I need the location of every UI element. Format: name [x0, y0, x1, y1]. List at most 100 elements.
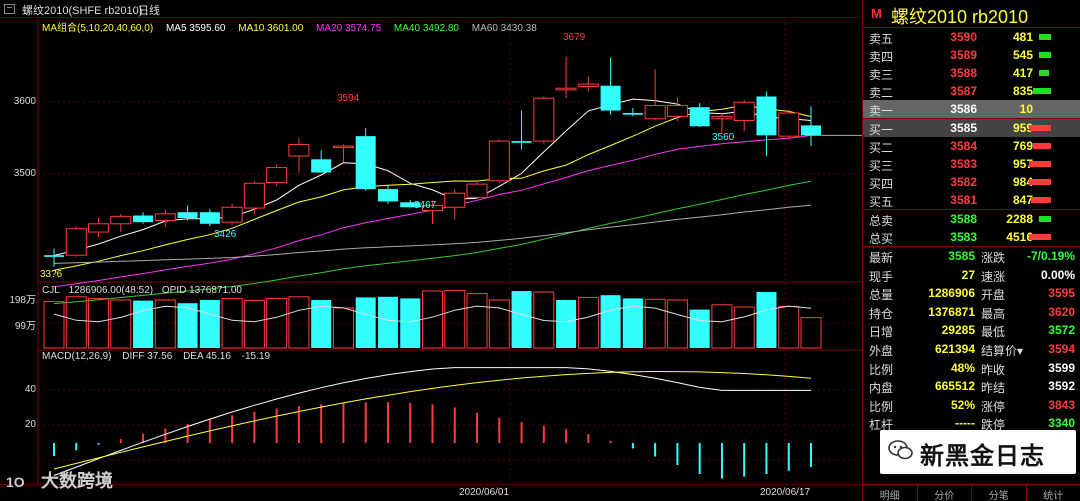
- vol-label[interactable]: CJL: [42, 285, 60, 296]
- bid-qty: 957: [1012, 157, 1033, 171]
- volume-bar: [199, 300, 220, 348]
- tab-detail[interactable]: 明细: [863, 485, 918, 501]
- volume-bar: [756, 292, 777, 348]
- ask-row-5[interactable]: 卖五 3590 481: [863, 28, 1080, 46]
- candle-down: [133, 215, 154, 223]
- bid-label: 买二: [869, 141, 894, 155]
- candle-down: [355, 136, 376, 190]
- volume-bar: [444, 289, 466, 349]
- ask-qty: 417: [1012, 66, 1033, 80]
- quote-row: 杠杆 ----- 跌停 3340: [869, 416, 1075, 433]
- ask-row-3[interactable]: 卖三 3588 417: [863, 64, 1080, 82]
- candle-up: [65, 228, 87, 256]
- macd-tick-40: 40: [24, 384, 36, 395]
- candle-down: [689, 107, 710, 127]
- volume-bar: [377, 296, 398, 348]
- total-bid-row[interactable]: 总买 3583 4516: [863, 228, 1080, 246]
- ask-qty: 10: [1019, 102, 1033, 116]
- volume-legend: CJL 1286906.00(48:52) OPID 1376871.00: [42, 285, 248, 296]
- window-icon[interactable]: [4, 4, 15, 14]
- watermark-left: 1O 大数跨境: [6, 467, 113, 493]
- ma20-label: MA20 3574.75: [316, 23, 382, 34]
- volume-bar: [422, 290, 443, 349]
- price-tick-3600: 3600: [13, 96, 36, 107]
- volume-bar: [778, 305, 800, 349]
- ask-qty-bar: [1039, 34, 1051, 40]
- volume-bar: [355, 297, 376, 348]
- kline-chart[interactable]: [0, 18, 862, 484]
- date-label-2: 2020/06/17: [760, 487, 811, 498]
- bid-qty-bar: [1031, 197, 1051, 203]
- volume-bar: [177, 303, 198, 348]
- dea-line: [53, 370, 812, 470]
- watermark-left-text: 大数跨境: [41, 471, 114, 491]
- ask-label: 卖五: [869, 32, 894, 46]
- ask-qty-bar: [1033, 88, 1051, 94]
- bid-row-1[interactable]: 买一 3585 959: [863, 119, 1080, 137]
- period-label[interactable]: 日线: [138, 5, 160, 17]
- quote-row: 日增 29285 最低 3572: [869, 323, 1075, 340]
- candle-up: [733, 101, 755, 121]
- total-ask-row[interactable]: 总卖 3588 2288: [863, 210, 1080, 228]
- bid-row-5[interactable]: 买五 3581 847: [863, 191, 1080, 209]
- bid-qty: 847: [1012, 193, 1033, 207]
- volume-bar: [266, 297, 288, 349]
- ma40-label: MA40 3492.80: [393, 23, 459, 34]
- candle-down: [801, 125, 821, 136]
- ma5-label: MA5 3595.60: [165, 23, 226, 34]
- total-label: 总买: [869, 232, 894, 246]
- chart-area[interactable]: [0, 18, 862, 484]
- bid-label: 买三: [869, 159, 894, 173]
- settle-dropdown[interactable]: 结算价▾: [981, 343, 1024, 358]
- bid-row-2[interactable]: 买二 3584 769: [863, 137, 1080, 155]
- candle-up: [110, 215, 132, 225]
- tab-price[interactable]: 分价: [918, 485, 972, 501]
- candle-up: [488, 140, 510, 182]
- quote-stats: 最新 3585 涨跌 -7/0.19% 现手 27 速涨 0.00% 总量 12…: [863, 247, 1080, 433]
- last-price: 3585: [948, 249, 975, 263]
- ask-book: 卖五 3590 481 卖四 3589 545 卖三 3588 417 卖二 3…: [863, 28, 1080, 118]
- bid-price: 3585: [950, 121, 977, 135]
- volume-bar: [511, 291, 532, 348]
- quote-row: 最新 3585 涨跌 -7/0.19%: [869, 249, 1075, 265]
- tab-stats[interactable]: 统计: [1027, 485, 1080, 501]
- ask-row-1[interactable]: 卖一 3586 10: [863, 100, 1080, 118]
- candle-up: [444, 192, 466, 208]
- candle-down: [756, 96, 777, 136]
- ma-group-label[interactable]: MA组合(5,10,20,40,60,0): [42, 23, 154, 34]
- total-price: 3583: [950, 230, 977, 244]
- panel-marker: M: [871, 6, 882, 21]
- bid-label: 买四: [869, 177, 894, 191]
- ask-label: 卖三: [869, 68, 894, 82]
- bid-row-4[interactable]: 买四 3582 984: [863, 173, 1080, 191]
- candle-up: [266, 167, 288, 183]
- date-label-1: 2020/06/01: [459, 487, 510, 498]
- ask-row-2[interactable]: 卖二 3587 835: [863, 82, 1080, 100]
- volume-bar: [311, 300, 332, 348]
- macd-value: -15.19: [241, 351, 271, 362]
- macd-label[interactable]: MACD(12,26,9): [42, 351, 112, 362]
- ask-price: 3587: [950, 84, 977, 98]
- volume-bar: [288, 296, 310, 349]
- ma10-line: [53, 104, 812, 271]
- volume-bar: [533, 291, 555, 349]
- bid-qty: 959: [1012, 121, 1033, 135]
- bid-row-3[interactable]: 买三 3583 957: [863, 155, 1080, 173]
- total-qty: 4516: [1006, 230, 1033, 244]
- ask-row-4[interactable]: 卖四 3589 545: [863, 46, 1080, 64]
- watermark-right: 新黑金日志: [880, 430, 1076, 474]
- title-bar: 螺纹2010(SHFE rb2010) 日线: [0, 0, 862, 18]
- candle-up: [711, 115, 733, 120]
- bid-qty-bar: [1029, 179, 1051, 185]
- tab-tick[interactable]: 分笔: [972, 485, 1027, 501]
- ask-qty-bar: [1039, 52, 1051, 58]
- volume-bar: [154, 299, 176, 349]
- volume-bar: [43, 301, 65, 349]
- volume-bar: [65, 296, 87, 349]
- candle-up: [577, 83, 599, 88]
- bid-price: 3582: [950, 175, 977, 189]
- dea-value: DEA 45.16: [183, 351, 231, 362]
- total-label: 总卖: [869, 214, 894, 228]
- ask-label: 卖四: [869, 50, 894, 64]
- total-price: 3588: [950, 212, 977, 226]
